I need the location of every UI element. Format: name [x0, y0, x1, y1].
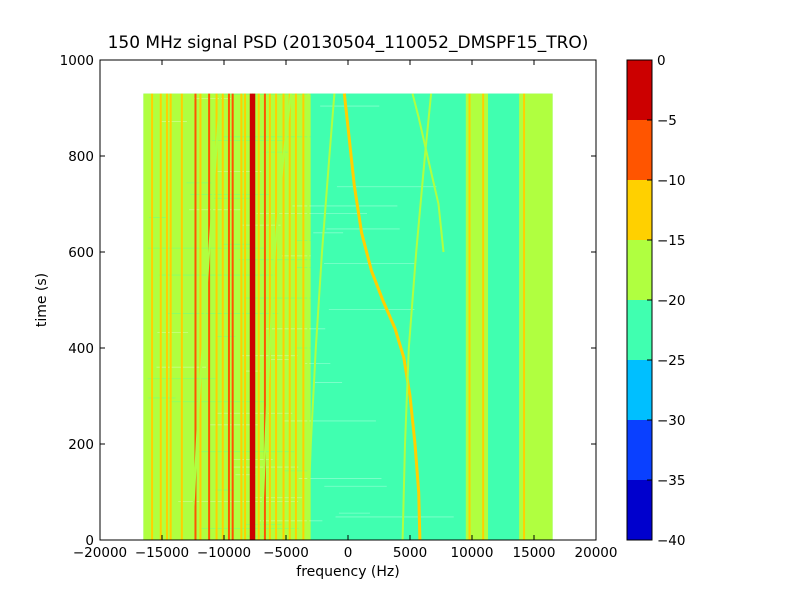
colorbar-tick-label: −25 [657, 353, 686, 369]
x-axis: −20000 −15000 −10000 −5000 0 5000 10000 15000 20… [73, 60, 618, 561]
heatmap-region [488, 93, 520, 540]
x-tick-label: 0 [344, 545, 353, 561]
y-axis-label: time (s) [34, 273, 50, 327]
colorbar-tick-label: −35 [657, 473, 686, 489]
y-tick-label: 800 [68, 149, 94, 165]
heatmap-track [411, 93, 445, 253]
colorbar-tick-label: −30 [657, 413, 686, 429]
y-tick-label: 400 [68, 341, 94, 357]
x-tick-label: 15000 [513, 545, 556, 561]
y-tick-label: 600 [68, 245, 94, 261]
y-tick-label: 1000 [60, 53, 94, 69]
colorbar-tick-label: −15 [657, 233, 686, 249]
colorbar-tick-label: −10 [657, 173, 686, 189]
x-tick-label: −15000 [135, 545, 189, 561]
colorbar-segment [627, 60, 652, 120]
y-tick-label: 0 [85, 533, 94, 549]
heatmap-track [306, 93, 336, 540]
x-tick-label: 20000 [575, 545, 618, 561]
heatmap-region [143, 93, 311, 540]
y-axis: 0 200 400 600 800 1000 [60, 53, 596, 549]
colorbar-segment [627, 480, 652, 540]
colorbar-segment [627, 360, 652, 420]
heatmap-area [143, 93, 553, 540]
x-tick-label: 10000 [451, 545, 494, 561]
colorbar-segment [627, 180, 652, 240]
heatmap-track [342, 93, 422, 540]
x-axis-label: frequency (Hz) [296, 564, 399, 580]
colorbar-tick-label: −40 [657, 533, 686, 549]
colorbar-segment [627, 120, 652, 180]
x-tick-label: −20000 [73, 545, 127, 561]
colorbar: −40 −35 −30 −25 −20 −15 −10 −5 0 [626, 53, 686, 549]
x-tick-label: −5000 [263, 545, 309, 561]
heatmap-region [310, 93, 466, 540]
colorbar-segment [627, 240, 652, 300]
x-tick-label: 5000 [393, 545, 427, 561]
colorbar-tick-label: −20 [657, 293, 686, 309]
y-tick-label: 200 [68, 437, 94, 453]
x-tick-label: −10000 [197, 545, 251, 561]
chart-title: 150 MHz signal PSD (20130504_110052_DMSP… [108, 33, 589, 53]
heatmap-track [260, 93, 292, 540]
heatmap-track [190, 93, 222, 540]
colorbar-segment [627, 420, 652, 480]
colorbar-segment [627, 300, 652, 360]
colorbar-tick-label: 0 [657, 53, 666, 69]
colorbar-tick-label: −5 [657, 113, 677, 129]
